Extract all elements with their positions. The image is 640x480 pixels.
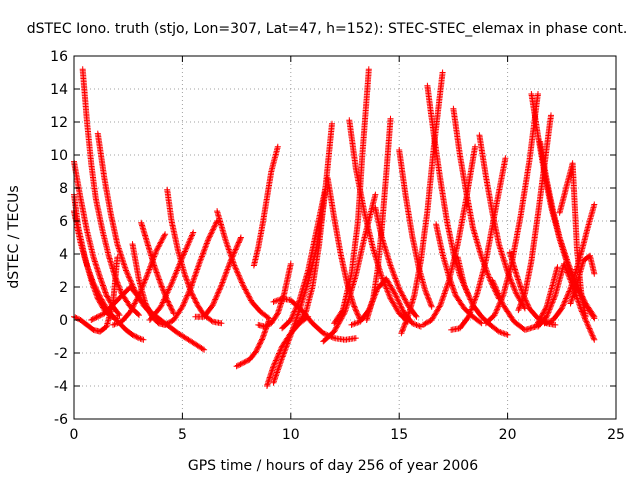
- y-tick-label: 10: [50, 148, 68, 164]
- series-arc: [162, 218, 221, 328]
- data-point-markers: [476, 132, 528, 312]
- y-tick-label: -2: [54, 346, 68, 362]
- series-arc: [214, 208, 273, 322]
- series-arc: [129, 241, 169, 328]
- y-tick-label: 8: [59, 181, 68, 197]
- data-point-markers: [450, 105, 502, 302]
- x-axis: 0 5 10 15 20 25: [70, 56, 625, 443]
- x-tick-label: 20: [499, 427, 517, 443]
- series-arc: [324, 175, 364, 323]
- x-tick-label: 0: [70, 427, 79, 443]
- series-arc: [363, 115, 394, 323]
- series-arc: [255, 260, 294, 330]
- y-tick-label: 0: [59, 313, 68, 329]
- series-arc: [250, 143, 281, 269]
- data-point-markers: [567, 252, 598, 307]
- data-point-markers: [255, 260, 294, 330]
- series-arc: [294, 120, 335, 328]
- data-point-markers: [294, 120, 335, 328]
- y-tick-label: -6: [54, 412, 68, 428]
- chart-title: dSTEC Iono. truth (stjo, Lon=307, Lat=47…: [27, 21, 628, 37]
- y-axis-label: dSTEC / TECUs: [6, 185, 22, 288]
- series-arc: [396, 147, 435, 310]
- data-point-markers: [454, 254, 511, 338]
- data-points: [71, 66, 598, 389]
- y-tick-label: 12: [50, 115, 68, 131]
- data-point-markers: [192, 234, 244, 320]
- data-point-markers: [363, 115, 394, 323]
- x-tick-label: 15: [390, 427, 408, 443]
- y-tick-label: 6: [59, 214, 68, 230]
- data-point-markers: [214, 208, 273, 322]
- y-tick-label: 14: [50, 82, 68, 98]
- data-point-markers: [129, 241, 169, 328]
- y-axis: -6 -4 -2 0 2 4 6 8 10 12 14 16: [50, 49, 616, 428]
- data-point-markers: [270, 295, 359, 343]
- y-tick-label: 2: [59, 280, 68, 296]
- x-tick-label: 10: [282, 427, 300, 443]
- plot-frame: [73, 55, 617, 420]
- data-point-markers: [396, 147, 435, 310]
- series-arc: [398, 69, 446, 337]
- series-arc: [450, 105, 502, 302]
- series-arc: [270, 295, 359, 343]
- series-arc: [476, 132, 528, 312]
- y-tick-label: -4: [54, 379, 68, 395]
- data-point-markers: [398, 69, 446, 337]
- y-tick-label: 4: [59, 247, 68, 263]
- data-point-markers: [162, 218, 221, 328]
- data-point-markers: [250, 143, 281, 269]
- y-tick-label: 16: [50, 49, 68, 65]
- series-arc: [192, 234, 244, 320]
- series-arc: [567, 252, 598, 307]
- data-point-markers: [324, 175, 364, 323]
- x-tick-label: 25: [607, 427, 625, 443]
- grid: [74, 56, 616, 419]
- series-arc: [454, 254, 511, 338]
- x-axis-label: GPS time / hours of day 256 of year 2006: [188, 458, 478, 474]
- x-tick-label: 5: [178, 427, 187, 443]
